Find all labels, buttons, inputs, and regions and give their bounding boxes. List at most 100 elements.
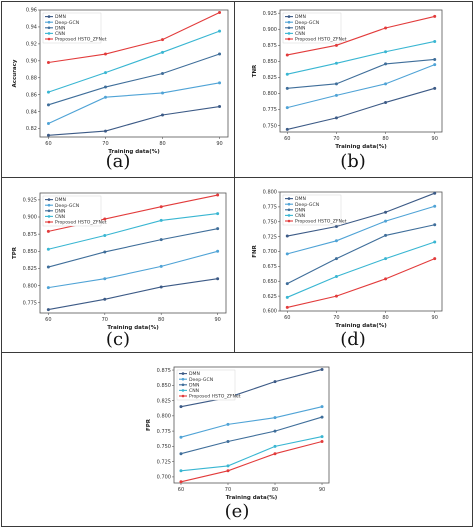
data-point bbox=[320, 439, 324, 443]
data-point bbox=[334, 225, 338, 229]
series-line-0 bbox=[287, 87, 435, 130]
y-tick-label: 0.825 bbox=[23, 266, 37, 272]
y-tick-label: 0.875 bbox=[263, 43, 277, 49]
data-point bbox=[285, 127, 289, 131]
y-tick-label: 0.94 bbox=[26, 25, 37, 31]
y-tick-label: 0.900 bbox=[263, 27, 277, 33]
legend-label: CNN bbox=[55, 214, 65, 220]
series-line-4 bbox=[287, 258, 435, 308]
legend-marker bbox=[181, 383, 185, 387]
y-tick-label: 0.750 bbox=[263, 123, 277, 129]
x-tick-label: 90 bbox=[432, 136, 438, 142]
data-point bbox=[384, 62, 388, 66]
y-tick-label: 0.800 bbox=[157, 414, 171, 420]
data-point bbox=[46, 121, 50, 125]
legend-marker bbox=[47, 20, 51, 24]
x-axis-label: Training data(%) bbox=[335, 144, 387, 150]
data-point bbox=[285, 282, 289, 286]
y-tick-label: 0.675 bbox=[263, 264, 277, 270]
chart-panel-b: 0.750 0.775 0.800 0.825 0.850 0.875 0.900 0.925… bbox=[252, 9, 443, 172]
legend-label: DMN bbox=[295, 196, 306, 202]
data-point bbox=[103, 129, 107, 133]
x-tick-label: 80 bbox=[382, 136, 388, 142]
y-tick-label: 0.850 bbox=[23, 249, 37, 255]
y-axis-label: TPR bbox=[12, 246, 18, 259]
data-point bbox=[103, 95, 107, 99]
data-point bbox=[46, 308, 50, 312]
legend-label: Deep-GCN bbox=[295, 202, 319, 208]
series-line-0 bbox=[48, 105, 220, 136]
data-point bbox=[226, 464, 230, 468]
data-point bbox=[218, 105, 222, 109]
series-line-2 bbox=[287, 58, 435, 89]
series-line-1 bbox=[48, 82, 220, 124]
data-point bbox=[384, 257, 388, 261]
series-line-1 bbox=[48, 250, 218, 289]
legend-marker bbox=[47, 220, 51, 224]
series-line-0 bbox=[48, 278, 218, 311]
data-point bbox=[334, 93, 338, 97]
data-point bbox=[384, 26, 388, 30]
data-point bbox=[433, 240, 437, 244]
series-line-3 bbox=[180, 436, 323, 472]
data-point bbox=[285, 252, 289, 256]
y-axis-label: FPR bbox=[146, 418, 152, 431]
data-point bbox=[159, 238, 163, 242]
series-line-3 bbox=[48, 213, 218, 250]
data-point bbox=[433, 191, 437, 195]
y-tick-label: 0.725 bbox=[157, 459, 171, 465]
data-point bbox=[334, 239, 338, 243]
data-point bbox=[334, 43, 338, 47]
legend-label: CNN bbox=[295, 213, 305, 219]
x-tick-label: 70 bbox=[225, 487, 231, 493]
y-tick-label: 0.775 bbox=[263, 205, 277, 211]
panel-caption: (a) bbox=[106, 151, 131, 172]
data-point bbox=[179, 405, 183, 409]
data-point bbox=[161, 38, 165, 42]
legend-label: Proposed HSTO_ZFNet bbox=[55, 37, 107, 43]
data-point bbox=[46, 103, 50, 107]
series-line-4 bbox=[48, 12, 220, 64]
data-point bbox=[433, 14, 437, 18]
data-point bbox=[103, 71, 107, 75]
y-tick-label: 0.86 bbox=[26, 92, 37, 98]
y-tick-label: 0.90 bbox=[26, 59, 37, 65]
legend-label: Proposed HSTO_ZFNet bbox=[295, 219, 347, 225]
data-point bbox=[46, 60, 50, 64]
data-point bbox=[273, 380, 277, 384]
data-point bbox=[433, 39, 437, 43]
legend-label: CNN bbox=[295, 31, 305, 37]
series-line-3 bbox=[287, 40, 435, 75]
data-point bbox=[273, 416, 277, 420]
chart-panel-d: 0.600 0.625 0.650 0.675 0.700 0.725 0.750 0.775… bbox=[252, 190, 443, 350]
data-point bbox=[334, 82, 338, 86]
y-tick-label: 0.775 bbox=[23, 300, 37, 306]
series-line-0 bbox=[287, 192, 435, 237]
legend-marker bbox=[287, 26, 291, 30]
legend-marker bbox=[47, 26, 51, 30]
legend-marker bbox=[47, 32, 51, 35]
x-tick-label: 90 bbox=[319, 487, 325, 493]
series-line-4 bbox=[180, 440, 323, 483]
data-point bbox=[433, 63, 437, 67]
x-tick-label: 60 bbox=[178, 487, 184, 493]
data-point bbox=[179, 469, 183, 473]
data-point bbox=[384, 277, 388, 281]
y-tick-label: 0.900 bbox=[23, 215, 37, 221]
legend-label: CNN bbox=[189, 388, 199, 394]
chart-panel-e: 0.700 0.725 0.750 0.775 0.800 0.825 0.850 0.875… bbox=[146, 366, 330, 522]
legend-marker bbox=[47, 37, 51, 41]
legend-label: CNN bbox=[55, 31, 65, 37]
data-point bbox=[433, 257, 437, 261]
data-point bbox=[320, 415, 324, 419]
y-tick-label: 0.600 bbox=[263, 309, 277, 315]
y-tick-label: 0.875 bbox=[157, 368, 171, 374]
x-tick-label: 60 bbox=[45, 317, 51, 323]
data-point bbox=[103, 277, 107, 281]
data-point bbox=[226, 422, 230, 426]
series-line-3 bbox=[48, 30, 220, 93]
y-tick-label: 0.750 bbox=[263, 219, 277, 225]
data-point bbox=[103, 297, 107, 301]
legend-marker bbox=[287, 214, 291, 217]
data-point bbox=[218, 29, 222, 33]
